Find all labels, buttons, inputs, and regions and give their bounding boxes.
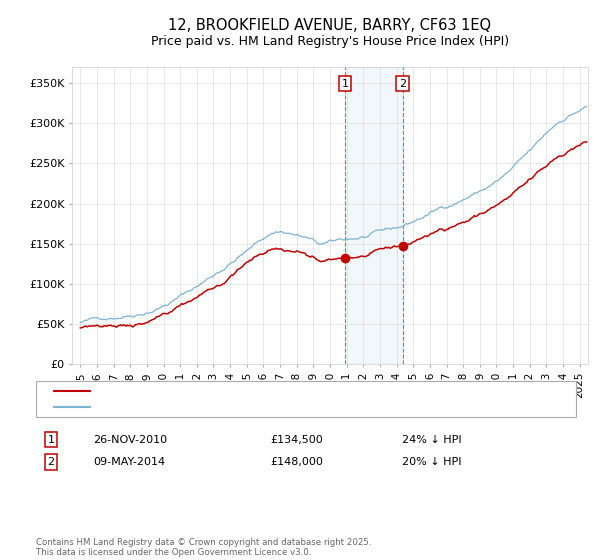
Text: 26-NOV-2010: 26-NOV-2010 (93, 435, 167, 445)
Text: 24% ↓ HPI: 24% ↓ HPI (402, 435, 461, 445)
Text: Price paid vs. HM Land Registry's House Price Index (HPI): Price paid vs. HM Land Registry's House … (151, 35, 509, 49)
Text: HPI: Average price, semi-detached house, Vale of Glamorgan: HPI: Average price, semi-detached house,… (99, 402, 397, 412)
Text: 12, BROOKFIELD AVENUE, BARRY, CF63 1EQ (semi-detached house): 12, BROOKFIELD AVENUE, BARRY, CF63 1EQ (… (99, 386, 431, 396)
Text: 1: 1 (47, 435, 55, 445)
Bar (345, 67, 403, 364)
Text: 2: 2 (47, 457, 55, 467)
Text: 20% ↓ HPI: 20% ↓ HPI (402, 457, 461, 467)
Text: 09-MAY-2014: 09-MAY-2014 (93, 457, 165, 467)
Text: 2: 2 (399, 78, 406, 88)
Text: Contains HM Land Registry data © Crown copyright and database right 2025.
This d: Contains HM Land Registry data © Crown c… (36, 538, 371, 557)
Text: 1: 1 (341, 78, 349, 88)
Text: 12, BROOKFIELD AVENUE, BARRY, CF63 1EQ: 12, BROOKFIELD AVENUE, BARRY, CF63 1EQ (169, 18, 491, 32)
Text: £148,000: £148,000 (270, 457, 323, 467)
Text: £134,500: £134,500 (270, 435, 323, 445)
